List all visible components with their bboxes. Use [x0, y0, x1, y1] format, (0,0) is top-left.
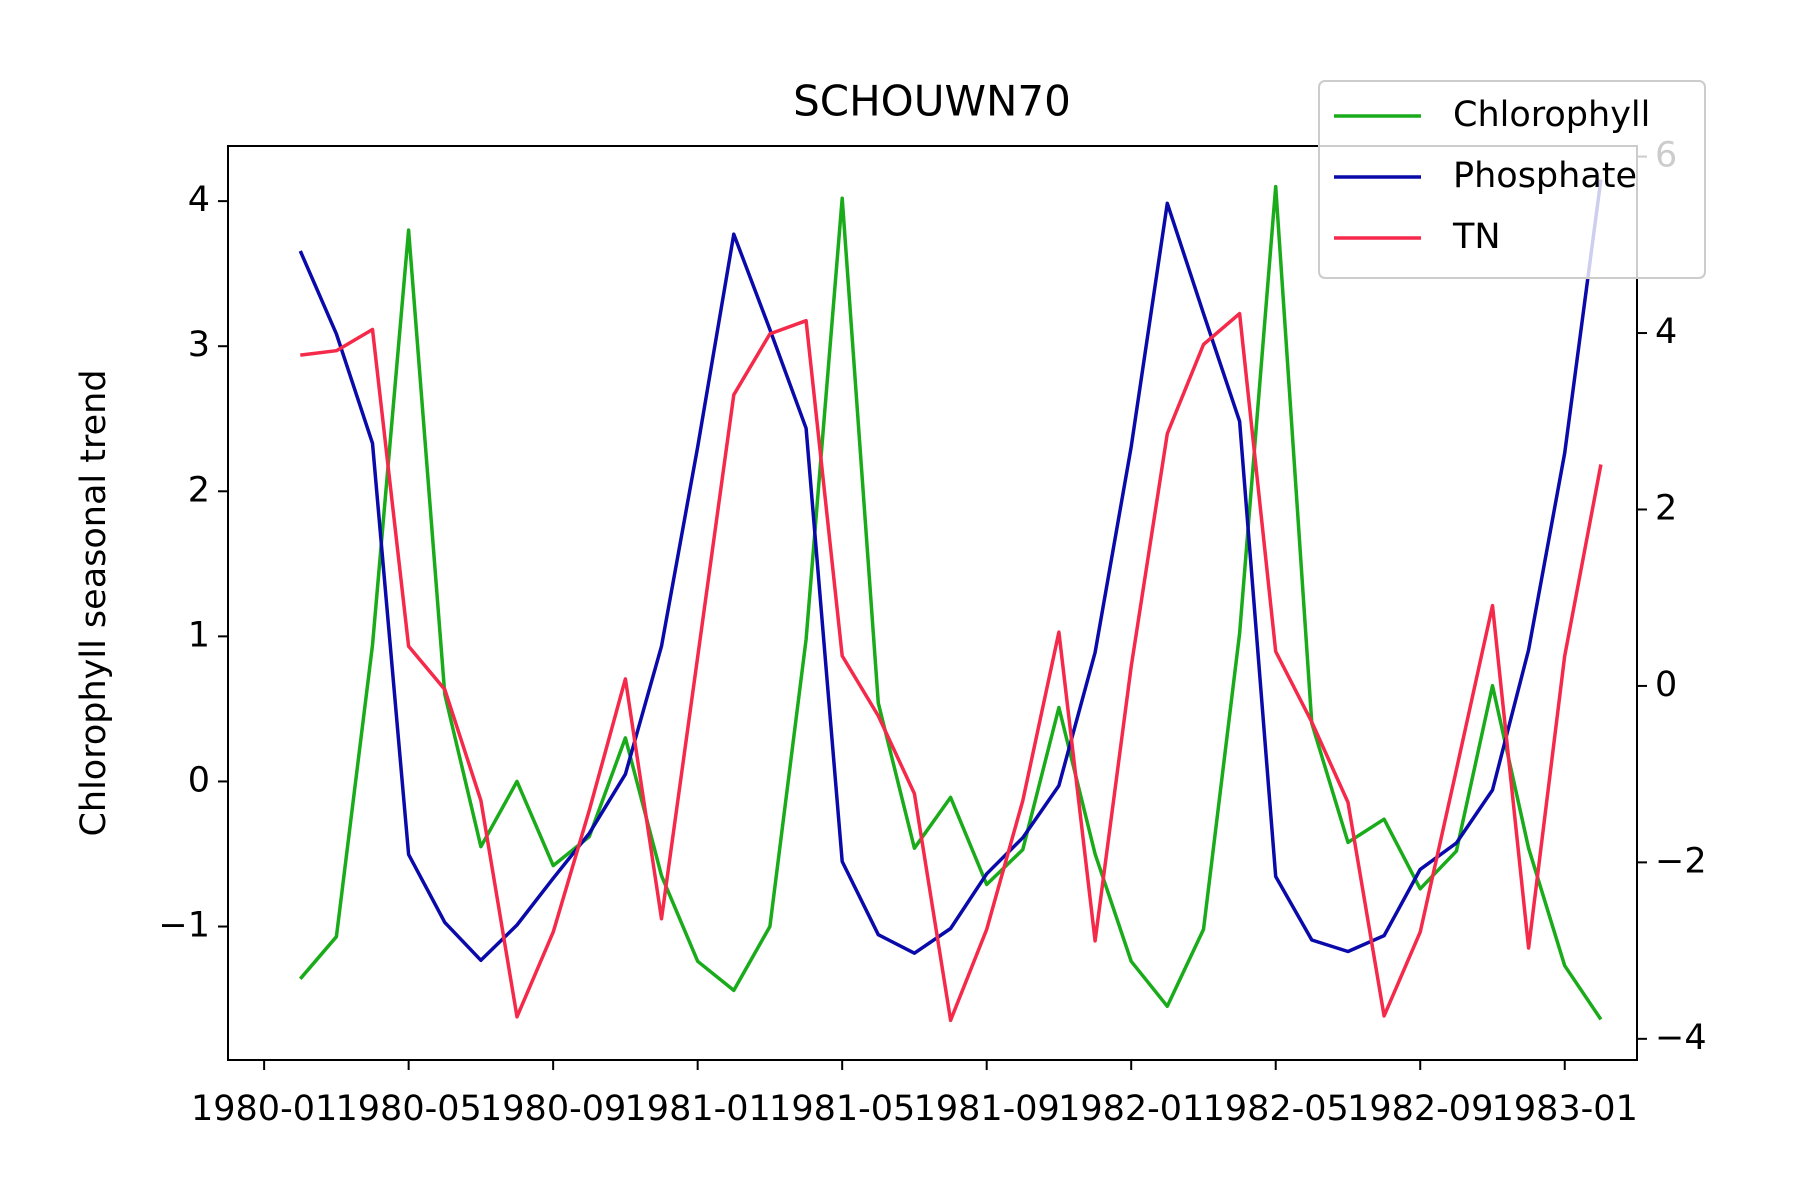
y-tick-label: 4	[188, 180, 210, 220]
y-tick-label: 2	[188, 470, 210, 510]
y2-tick-label: −4	[1655, 1018, 1707, 1058]
x-tick-label: 1982-05	[1203, 1089, 1349, 1129]
legend-label: Chlorophyll	[1453, 95, 1650, 135]
x-tick-label: 1980-09	[480, 1089, 626, 1129]
x-tick-label: 1982-09	[1347, 1089, 1493, 1129]
y-tick-label: −1	[158, 906, 210, 946]
plot-frame	[227, 145, 1638, 1061]
chart-title: SCHOUWN70	[793, 77, 1071, 126]
y2-tick-label: 0	[1655, 665, 1677, 705]
y2-tick-label: 2	[1655, 488, 1677, 528]
data-line	[300, 311, 1603, 1023]
y-tick-label: 0	[188, 760, 210, 800]
x-tick-label: 1980-05	[336, 1089, 482, 1129]
y-axis-label: Chlorophyll seasonal trend	[74, 369, 114, 836]
data-line	[298, 184, 1603, 1021]
data-line	[298, 179, 1603, 963]
y-tick-label: 3	[188, 325, 210, 365]
legend-box	[1318, 80, 1706, 279]
y-tick-label: 1	[188, 615, 210, 655]
y2-tick-label: 4	[1655, 312, 1677, 352]
legend: Chlorophyll Phosphate TN	[1318, 80, 1706, 279]
legend-label: Phosphate	[1453, 156, 1637, 196]
x-tick-label: 1980-01	[191, 1089, 337, 1129]
y2-tick-label: −2	[1655, 841, 1707, 881]
x-tick-label: 1981-09	[914, 1089, 1060, 1129]
x-tick-label: 1981-05	[769, 1089, 915, 1129]
legend-label: TN	[1452, 217, 1501, 257]
x-tick-label: 1982-01	[1058, 1089, 1204, 1129]
x-tick-label: 1983-01	[1492, 1089, 1638, 1129]
x-tick-label: 1981-01	[625, 1089, 771, 1129]
